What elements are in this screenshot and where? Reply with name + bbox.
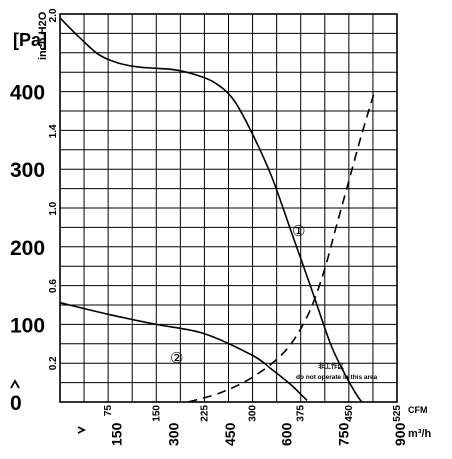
no-operate-zone-label-cn: 非工作区 — [318, 361, 345, 370]
flow-tick-label-m3h: 600 — [279, 422, 295, 446]
plot-frame — [59, 13, 398, 403]
pressure-tick-label: 300 — [10, 159, 45, 182]
flow-unit-m3h-label: m³/h — [408, 428, 432, 440]
series-2-curve — [59, 301, 308, 401]
flow-tick-label-m3h: 750 — [335, 422, 351, 446]
flow-tick-label-m3h: 900 — [392, 422, 408, 446]
up-arrow-icon — [10, 379, 20, 389]
grid — [60, 14, 397, 402]
flow-tick-label-cfm: 300 — [248, 405, 259, 422]
series-1-curve — [59, 17, 363, 403]
right-arrow-icon — [77, 426, 87, 434]
flow-tick-label-cfm: 525 — [392, 405, 403, 422]
pressure-tick-label-inh2o: 0.6 — [48, 279, 59, 293]
pressure-tick-label-inh2o: 2.0 — [48, 8, 59, 22]
pressure-tick-label-inh2o: 1.0 — [48, 201, 59, 215]
pressure-tick-label-inh2o: 1.4 — [48, 124, 59, 138]
flow-tick-label-cfm: 225 — [199, 405, 210, 422]
flow-tick-label-m3h: 300 — [165, 422, 181, 446]
flow-tick-label-m3h: 450 — [222, 422, 238, 446]
curve-2-marker: ② — [170, 349, 183, 367]
flow-tick-label-cfm: 75 — [103, 405, 114, 417]
no-operate-zone-label-en: do not operate in this area — [296, 374, 378, 381]
flow-tick-label-cfm: 150 — [151, 405, 162, 422]
pressure-unit-alt-label: inch H2O — [37, 11, 49, 60]
pressure-tick-label: 400 — [10, 82, 45, 105]
pressure-tick-label: 200 — [10, 237, 45, 260]
flow-tick-label-m3h: 150 — [109, 422, 125, 446]
pressure-tick-label-inh2o: 0.2 — [48, 356, 59, 370]
flow-tick-label-cfm: 375 — [296, 405, 307, 422]
flow-tick-label-cfm: 450 — [344, 405, 355, 422]
flow-unit-cfm-label: CFM — [408, 405, 428, 415]
pressure-tick-label: 0 — [10, 392, 22, 415]
pressure-unit-label: [Pa] — [13, 30, 47, 50]
operating-limit-curve — [188, 91, 376, 403]
curve-1-marker: ① — [292, 222, 305, 240]
pressure-tick-label: 100 — [10, 314, 45, 337]
